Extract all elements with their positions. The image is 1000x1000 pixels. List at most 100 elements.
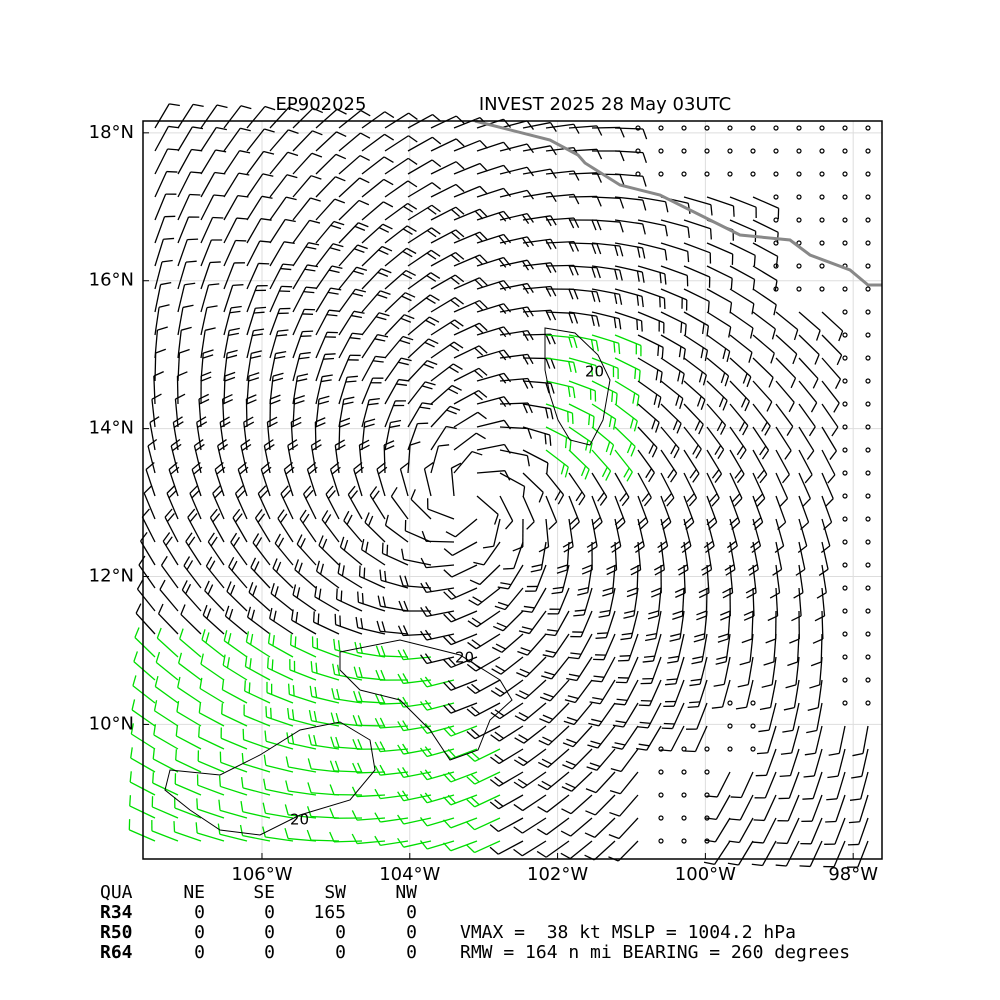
x-tick-label: 100°W	[675, 864, 736, 885]
wind-barb	[198, 736, 225, 750]
wind-barb	[381, 245, 393, 252]
wind-barb	[309, 219, 321, 224]
wind-barb	[294, 559, 300, 570]
wind-barb	[430, 426, 447, 451]
wind-barb	[334, 439, 345, 446]
wind-barb	[523, 605, 535, 609]
wind-barb	[660, 242, 688, 252]
wind-barb	[361, 290, 381, 313]
wind-barb	[333, 220, 345, 226]
calm-dot	[842, 654, 848, 660]
calm-dot	[865, 424, 871, 430]
wind-barb	[677, 564, 688, 571]
wind-barb	[271, 659, 274, 671]
wind-barb	[572, 387, 576, 399]
wind-barb	[545, 472, 565, 496]
wind-barb	[513, 541, 524, 569]
wind-barb	[226, 581, 232, 592]
wind-barb	[683, 426, 702, 450]
wind-barb	[711, 706, 723, 709]
wind-barb	[286, 174, 298, 179]
wind-barb	[347, 494, 363, 520]
wind-barb	[431, 204, 441, 213]
wind-barb	[341, 565, 345, 577]
wind-barb	[788, 771, 800, 799]
wind-barb	[354, 248, 365, 254]
wind-barb	[638, 743, 650, 747]
wind-barb	[242, 811, 271, 819]
wind-barb	[153, 375, 156, 405]
wind-barb	[520, 647, 532, 652]
wind-barb	[208, 560, 216, 571]
wind-barb	[614, 472, 630, 498]
wind-barb	[689, 469, 697, 479]
calm-dot	[658, 125, 664, 131]
table-cell: R64	[100, 942, 133, 963]
wind-barb	[143, 492, 156, 520]
wind-barb	[495, 665, 506, 672]
wind-barb	[207, 584, 214, 595]
wind-barb	[736, 445, 744, 456]
wind-barb	[564, 466, 569, 478]
wind-barb	[206, 608, 212, 619]
wind-barb	[175, 725, 179, 736]
wind-barb	[361, 201, 384, 221]
wind-barb	[614, 403, 638, 422]
wind-barb	[609, 444, 615, 456]
wind-barb	[545, 380, 574, 389]
calm-dot	[865, 677, 871, 683]
wind-barb	[343, 396, 355, 401]
wind-barb	[641, 296, 644, 308]
wind-barb	[280, 267, 292, 271]
wind-barb	[199, 687, 225, 704]
wind-barb	[526, 190, 534, 200]
wind-barb	[403, 600, 409, 612]
wind-barb	[248, 591, 271, 612]
wind-barb	[526, 236, 534, 247]
calm-dot	[865, 470, 871, 476]
calm-dot	[796, 171, 802, 177]
wind-barb	[619, 174, 625, 185]
wind-barb	[541, 758, 552, 765]
wind-barb	[374, 765, 381, 776]
wind-barb	[275, 561, 282, 573]
wind-barb	[614, 703, 626, 706]
wind-barb	[831, 426, 839, 437]
wind-barb	[155, 661, 179, 681]
wind-barb	[498, 374, 507, 384]
wind-barb	[665, 683, 676, 686]
wind-barb	[402, 720, 409, 731]
wind-barb	[522, 817, 547, 834]
wind-barb	[448, 366, 459, 374]
wind-barb	[473, 561, 485, 566]
wind-barb	[269, 174, 288, 198]
wind-barb	[782, 474, 790, 484]
wind-barb	[641, 492, 650, 502]
wind-barb	[268, 642, 294, 658]
wind-barb	[742, 425, 749, 436]
calm-dot	[727, 148, 733, 154]
wind-barb	[478, 390, 488, 398]
wind-barb	[522, 402, 528, 414]
wind-barb	[241, 443, 252, 452]
wind-barb	[453, 117, 481, 129]
wind-barb	[269, 106, 290, 129]
wind-barb	[598, 702, 616, 727]
wind-barb	[186, 560, 194, 571]
wind-barb	[594, 794, 616, 816]
wind-barb	[353, 310, 365, 314]
wind-barb	[453, 432, 477, 451]
wind-barb	[636, 270, 640, 282]
wind-barb	[537, 806, 548, 813]
wind-barb	[403, 817, 432, 825]
wind-barb	[154, 261, 163, 290]
wind-barb	[734, 469, 743, 479]
wind-barb	[494, 605, 506, 611]
wind-barb	[638, 370, 641, 382]
wind-barb	[524, 702, 547, 722]
wind-barb	[593, 675, 605, 678]
wind-barb	[637, 219, 666, 227]
wind-barb	[181, 326, 192, 331]
wind-barb	[636, 395, 640, 407]
wind-barb	[620, 637, 632, 641]
